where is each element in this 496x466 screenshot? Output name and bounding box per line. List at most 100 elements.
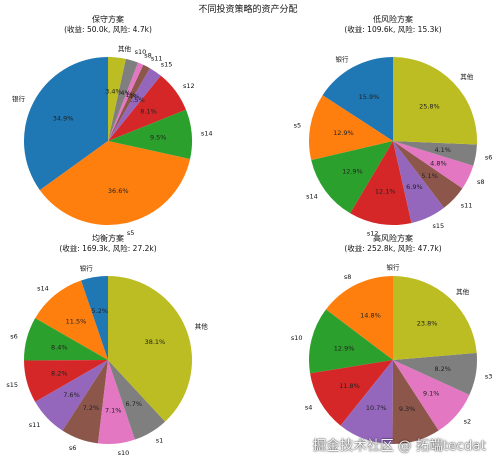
slice-percent-label: 8.2% bbox=[434, 365, 451, 373]
chart-title: 均衡方案 bbox=[92, 233, 124, 243]
pie-slice bbox=[108, 276, 193, 422]
slice-percent-label: 34.9% bbox=[53, 115, 74, 123]
slice-percent-label: 2.4% bbox=[114, 89, 131, 97]
pie-slice bbox=[108, 75, 186, 141]
pie-slice bbox=[311, 141, 393, 214]
slice-percent-label: 3.4% bbox=[105, 87, 122, 95]
slice-percent-label: 9.1% bbox=[423, 389, 440, 397]
slice-label: s6 bbox=[485, 153, 493, 161]
slice-percent-label: 14.8% bbox=[360, 311, 381, 319]
slice-percent-label: 23.8% bbox=[417, 319, 438, 327]
pie-slice bbox=[393, 141, 463, 208]
slice-percent-label: 8.1% bbox=[140, 108, 157, 116]
slice-label: s15 bbox=[433, 222, 445, 230]
pie-slice bbox=[62, 360, 108, 444]
pie-chart-3: 均衡方案(收益: 169.3k, 风险: 27.2k) 5.2% 银行 11.5% s1… bbox=[6, 233, 208, 457]
pie-slice bbox=[393, 141, 477, 166]
slice-percent-label: 4.1% bbox=[434, 146, 451, 154]
pie-slice bbox=[23, 318, 108, 361]
pie-slice bbox=[393, 352, 477, 395]
slice-label: s14 bbox=[201, 130, 213, 138]
pie-slice bbox=[393, 141, 474, 189]
slice-label: s1 bbox=[156, 437, 164, 445]
slice-label: s3 bbox=[485, 372, 493, 380]
slice-label: s4 bbox=[305, 404, 313, 412]
slice-percent-label: 12.9% bbox=[333, 129, 354, 137]
slice-percent-label: 1.4% bbox=[123, 93, 140, 101]
slice-label: s12 bbox=[183, 82, 195, 90]
slice-percent-label: 9.5% bbox=[150, 133, 167, 141]
pie-slice bbox=[108, 64, 150, 141]
pie-slice bbox=[108, 58, 138, 141]
pie-chart-1: 保守方案(收益: 50.0k, 风险: 4.7k) 34.9% 银行 36.6% s5 9… bbox=[12, 14, 213, 237]
slice-label: s12 bbox=[367, 230, 379, 238]
pie-slice bbox=[35, 280, 108, 360]
pie-slice bbox=[24, 360, 108, 402]
slice-label: s11 bbox=[29, 421, 41, 429]
pie-slice bbox=[108, 68, 161, 141]
slice-percent-label: 10.7% bbox=[366, 404, 387, 412]
slice-percent-label: 2.5% bbox=[128, 96, 145, 104]
slice-label: 银行 bbox=[80, 264, 94, 273]
slice-percent-label: 8.4% bbox=[51, 344, 68, 352]
slice-label: s10 bbox=[291, 334, 303, 342]
slice-percent-label: 6.9% bbox=[406, 183, 423, 191]
slice-percent-label: 11.5% bbox=[66, 318, 87, 326]
slice-percent-label: 1.1% bbox=[119, 91, 136, 99]
slice-percent-label: 38.1% bbox=[145, 338, 166, 346]
pie-slice bbox=[392, 360, 439, 445]
pie-slice bbox=[39, 141, 191, 226]
slice-percent-label: 5.2% bbox=[92, 307, 109, 315]
slice-percent-label: 7.6% bbox=[63, 391, 80, 399]
chart-title: 高风险方案 bbox=[373, 233, 413, 243]
slice-label: 其他 bbox=[118, 44, 132, 53]
slice-percent-label: 12.9% bbox=[342, 167, 363, 175]
figure-title: 不同投资策略的资产分配 bbox=[198, 5, 298, 15]
slice-label: 银行 bbox=[12, 94, 26, 103]
slice-label: s5 bbox=[294, 121, 302, 129]
pie-slice bbox=[310, 360, 393, 426]
pie-slice bbox=[393, 141, 445, 223]
slice-label: s15 bbox=[6, 381, 18, 389]
pie-slice bbox=[393, 360, 470, 431]
slice-label: 其他 bbox=[195, 321, 209, 330]
slice-label: s15 bbox=[161, 61, 173, 69]
chart-subtitle: (收益: 169.3k, 风险: 27.2k) bbox=[59, 243, 156, 253]
pie-slice bbox=[98, 360, 135, 444]
watermark: 掘金技术社区 @ 拓端tecdat bbox=[312, 438, 486, 454]
slice-percent-label: 15.9% bbox=[359, 93, 380, 101]
slice-percent-label: 11.8% bbox=[339, 382, 360, 390]
pie-slice bbox=[322, 57, 393, 141]
slice-percent-label: 12.1% bbox=[375, 187, 396, 195]
slice-label: s14 bbox=[306, 193, 318, 201]
slice-percent-label: 4.8% bbox=[430, 159, 447, 167]
pie-slice bbox=[23, 57, 108, 191]
slice-label: s10 bbox=[135, 48, 147, 56]
slice-label: s11 bbox=[461, 202, 473, 210]
slice-label: 其他 bbox=[456, 287, 470, 296]
slice-label: s8 bbox=[477, 178, 485, 186]
pie-slice bbox=[35, 360, 108, 431]
chart-title: 保守方案 bbox=[92, 14, 124, 24]
slice-label: 银行 bbox=[336, 55, 350, 64]
pie-chart-2: 低风险方案(收益: 109.6k, 风险: 15.3k) 15.9% 银行 12.9%… bbox=[294, 14, 493, 238]
slice-percent-label: 7.2% bbox=[83, 404, 100, 412]
slice-label: s6 bbox=[69, 444, 77, 452]
pie-slice bbox=[340, 360, 393, 444]
slice-percent-label: 7.1% bbox=[105, 407, 122, 415]
pie-slice bbox=[108, 62, 144, 141]
pie-slice bbox=[108, 56, 126, 141]
pie-slice bbox=[309, 95, 393, 161]
chart-title: 低风险方案 bbox=[373, 14, 413, 24]
slice-percent-label: 9.3% bbox=[399, 405, 416, 413]
slice-label: 其他 bbox=[460, 72, 474, 81]
slice-label: s6 bbox=[10, 333, 18, 341]
chart-subtitle: (收益: 50.0k, 风险: 4.7k) bbox=[64, 24, 152, 34]
slice-label: s2 bbox=[464, 417, 472, 425]
pie-slice bbox=[393, 57, 478, 145]
slice-label: s8 bbox=[344, 273, 352, 281]
slice-label: s5 bbox=[127, 229, 135, 237]
pie-slice bbox=[108, 360, 166, 440]
